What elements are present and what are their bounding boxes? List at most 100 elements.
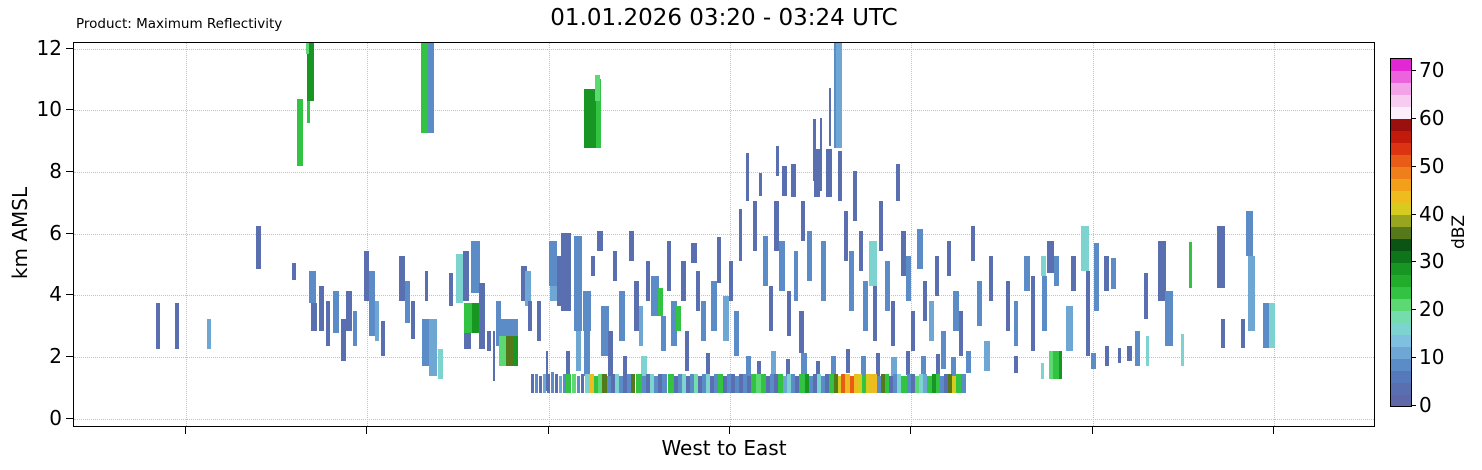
colorbar-tick-label: 70 bbox=[1419, 57, 1445, 82]
reflectivity-segment bbox=[576, 330, 581, 371]
reflectivity-segment bbox=[207, 318, 211, 349]
reflectivity-segment bbox=[841, 373, 845, 393]
reflectivity-segment bbox=[464, 302, 472, 333]
reflectivity-segment bbox=[546, 350, 548, 391]
reflectivity-segment bbox=[838, 150, 842, 201]
reflectivity-segment bbox=[774, 200, 779, 251]
reflectivity-segment bbox=[952, 375, 956, 393]
reflectivity-segment bbox=[602, 373, 607, 393]
reflectivity-segment bbox=[751, 373, 756, 393]
reflectivity-segment bbox=[1146, 335, 1149, 366]
colorbar-tick-label: 40 bbox=[1419, 201, 1445, 226]
reflectivity-segment bbox=[825, 373, 829, 393]
colorbar-tick-mark bbox=[1411, 357, 1416, 359]
reflectivity-segment bbox=[794, 250, 798, 301]
reflectivity-segment bbox=[776, 145, 779, 176]
reflectivity-segment bbox=[791, 373, 795, 393]
reflectivity-segment bbox=[862, 375, 866, 393]
reflectivity-segment bbox=[1047, 240, 1054, 273]
reflectivity-segment bbox=[763, 235, 768, 286]
reflectivity-segment bbox=[513, 335, 518, 366]
reflectivity-segment bbox=[641, 355, 647, 381]
colorbar-tick-label: 20 bbox=[1419, 297, 1445, 322]
reflectivity-segment bbox=[438, 348, 443, 379]
reflectivity-segment bbox=[977, 280, 982, 326]
reflectivity-segment bbox=[917, 228, 923, 269]
reflectivity-segment bbox=[1217, 225, 1225, 288]
reflectivity-segment bbox=[429, 318, 437, 376]
reflectivity-segment bbox=[543, 373, 546, 393]
reflectivity-segment bbox=[493, 330, 495, 381]
reflectivity-segment bbox=[589, 373, 594, 393]
reflectivity-segment bbox=[826, 148, 832, 197]
reflectivity-segment bbox=[364, 250, 369, 301]
reflectivity-segment bbox=[581, 373, 584, 393]
reflectivity-segment bbox=[786, 358, 790, 381]
colorbar-cell bbox=[1391, 322, 1411, 335]
colorbar-cell bbox=[1391, 202, 1411, 216]
reflectivity-segment bbox=[574, 235, 582, 331]
reflectivity-segment bbox=[506, 335, 513, 366]
reflectivity-segment bbox=[566, 373, 571, 393]
reflectivity-segment bbox=[710, 375, 714, 393]
y-tick-label: 8 bbox=[49, 158, 62, 183]
reflectivity-segment bbox=[471, 240, 480, 293]
reflectivity-segment bbox=[734, 310, 739, 356]
reflectivity-segment bbox=[873, 285, 877, 341]
reflectivity-segment bbox=[944, 373, 948, 393]
reflectivity-segment bbox=[739, 208, 742, 261]
colorbar-cell bbox=[1391, 226, 1411, 239]
reflectivity-segment bbox=[984, 340, 990, 371]
reflectivity-segment bbox=[651, 275, 659, 316]
reflectivity-segment bbox=[816, 360, 820, 383]
reflectivity-segment bbox=[791, 163, 796, 197]
reflectivity-segment bbox=[521, 265, 527, 301]
reflectivity-segment bbox=[846, 348, 850, 373]
reflectivity-segment bbox=[881, 373, 885, 393]
x-tick-mark bbox=[910, 427, 911, 434]
y-tick-label: 4 bbox=[49, 282, 62, 307]
reflectivity-segment bbox=[858, 373, 862, 393]
reflectivity-segment bbox=[932, 373, 936, 393]
reflectivity-segment bbox=[761, 373, 766, 393]
colorbar-cell bbox=[1391, 238, 1411, 251]
reflectivity-segment bbox=[405, 280, 410, 323]
colorbar-cell bbox=[1391, 214, 1411, 227]
reflectivity-segment bbox=[1053, 350, 1059, 379]
reflectivity-segment bbox=[676, 305, 681, 331]
reflectivity-segment bbox=[464, 332, 471, 349]
reflectivity-segment bbox=[885, 260, 890, 311]
reflectivity-segment bbox=[256, 225, 261, 269]
reflectivity-segment bbox=[598, 373, 602, 393]
reflectivity-segment bbox=[936, 353, 940, 377]
reflectivity-segment bbox=[746, 355, 751, 379]
colorbar-cell bbox=[1391, 70, 1411, 84]
reflectivity-segment bbox=[528, 300, 532, 331]
reflectivity-segment bbox=[619, 375, 623, 393]
reflectivity-segment bbox=[584, 330, 590, 376]
reflectivity-segment bbox=[597, 230, 603, 251]
reflectivity-segment bbox=[935, 255, 939, 296]
reflectivity-segment bbox=[341, 318, 346, 361]
reflectivity-segment bbox=[629, 230, 634, 261]
reflectivity-segment bbox=[787, 290, 791, 336]
colorbar-cell bbox=[1391, 334, 1411, 347]
reflectivity-segment bbox=[1014, 300, 1018, 346]
y-tick-label: 2 bbox=[49, 344, 62, 369]
reflectivity-segment bbox=[698, 375, 702, 393]
reflectivity-segment bbox=[674, 375, 678, 393]
reflectivity-segment bbox=[559, 375, 562, 393]
v-gridline bbox=[186, 43, 187, 426]
reflectivity-segment bbox=[1105, 345, 1109, 366]
reflectivity-segment bbox=[727, 373, 731, 393]
reflectivity-segment bbox=[297, 98, 303, 166]
reflectivity-segment bbox=[456, 253, 463, 303]
reflectivity-segment bbox=[901, 230, 906, 276]
reflectivity-segment bbox=[658, 373, 662, 393]
reflectivity-segment bbox=[746, 152, 749, 201]
reflectivity-segment bbox=[678, 373, 682, 393]
reflectivity-segment bbox=[1165, 290, 1173, 346]
reflectivity-segment bbox=[681, 260, 686, 301]
reflectivity-segment bbox=[642, 375, 646, 393]
